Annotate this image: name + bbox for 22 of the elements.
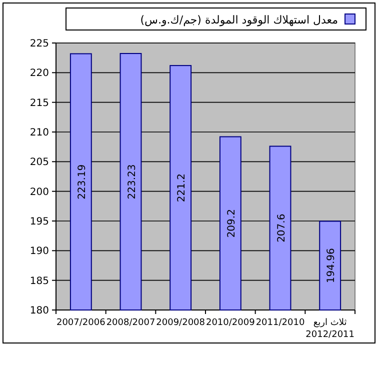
- y-tick-label: 195: [30, 216, 49, 228]
- y-tick-label: 190: [30, 246, 49, 258]
- y-tick-label: 220: [30, 68, 49, 80]
- y-tick-label: 200: [30, 186, 49, 198]
- x-tick-label: 2010/2009: [206, 318, 256, 328]
- data-label: 221.2: [176, 173, 188, 202]
- y-tick-label: 210: [30, 128, 49, 138]
- y-tick-label: 205: [30, 157, 49, 168]
- x-tick-label: 2008/2007: [106, 318, 156, 328]
- y-tick-label: 215: [30, 98, 49, 109]
- data-label: 209.2: [226, 209, 238, 238]
- data-label: 207.6: [276, 214, 288, 242]
- y-tick-label: 185: [30, 276, 49, 287]
- data-label: 194.96: [326, 248, 338, 284]
- x-tick-label: 2011/2010: [256, 318, 305, 328]
- legend-label: معدل استهلاك الوقود المولدة (جم/ك.و.س): [140, 14, 338, 26]
- data-label: 223.23: [126, 164, 138, 200]
- y-tick-label: 180: [30, 306, 49, 316]
- x-tick-label: 2007/2006: [56, 318, 106, 328]
- y-tick-label: 225: [30, 38, 49, 50]
- x-tick-label: 2009/2008: [156, 318, 206, 328]
- data-label: 223.19: [76, 164, 88, 200]
